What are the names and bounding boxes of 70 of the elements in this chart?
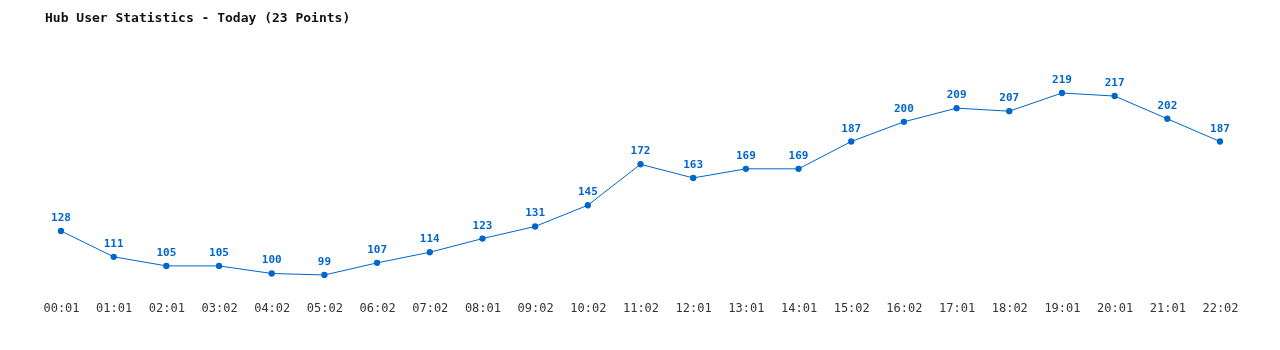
data-label: 187 [1210, 121, 1230, 135]
data-label: 107 [367, 242, 388, 256]
x-tick-label: 16:02 [886, 300, 923, 315]
point [795, 165, 802, 172]
point [479, 235, 486, 242]
point [742, 165, 750, 172]
data-label: 105 [156, 245, 177, 259]
x-tick-label: 06:02 [359, 300, 396, 315]
point [321, 271, 328, 279]
point [1111, 92, 1118, 100]
point [1216, 138, 1224, 145]
point [1164, 115, 1171, 122]
data-label: 207 [999, 91, 1020, 105]
data-label: 169 [788, 148, 809, 162]
point [1006, 108, 1013, 115]
point [848, 138, 855, 145]
x-tick-label: 05:02 [306, 300, 343, 315]
x-tick-label: 12:01 [675, 300, 712, 315]
x-tick-label: 14:01 [780, 300, 818, 315]
data-label: 200 [893, 101, 914, 115]
point [426, 249, 433, 256]
x-tick-label: 15:02 [833, 300, 870, 315]
data-label: 128 [51, 211, 71, 225]
point [690, 174, 697, 182]
x-tick-label: 03:02 [201, 300, 238, 315]
point [373, 259, 381, 267]
x-tick-label: 17:01 [939, 300, 976, 315]
data-label: 131 [525, 206, 546, 220]
x-tick-label: 20:01 [1097, 300, 1134, 315]
point [637, 161, 644, 168]
x-tick-label: 11:02 [622, 300, 660, 315]
point [268, 270, 275, 277]
data-label: 99 [317, 255, 332, 268]
data-label: 111 [103, 236, 124, 250]
point [57, 227, 65, 235]
point [215, 262, 223, 270]
data-label: 123 [472, 218, 493, 232]
point [953, 105, 960, 112]
x-tick-label: 02:01 [148, 300, 185, 315]
x-tick-label: 13:01 [728, 300, 765, 315]
x-tick-label: 10:02 [570, 300, 607, 315]
point [900, 118, 908, 125]
x-tick-label: 22:02 [1202, 300, 1239, 315]
data-label: 219 [1052, 73, 1072, 86]
x-tick-label: 00:01 [43, 300, 80, 315]
x-tick-label: 21:01 [1149, 300, 1186, 315]
x-tick-label: 01:01 [96, 300, 133, 315]
point [110, 253, 117, 260]
data-label: 100 [261, 253, 282, 267]
data-label: 169 [735, 148, 756, 162]
data-label: 209 [946, 88, 967, 102]
data-label: 145 [577, 185, 598, 199]
x-tick-label: 07:02 [412, 300, 449, 315]
data-label: 114 [419, 232, 441, 246]
data-label: 105 [209, 245, 229, 259]
x-tick-label: 09:02 [517, 300, 554, 315]
x-tick-label: 04:02 [254, 300, 291, 315]
point [584, 202, 591, 209]
chart-title: Hub User Statistics - Today (23 Points) [45, 10, 351, 25]
x-tick-label: 18:02 [991, 300, 1028, 315]
data-label: 202 [1157, 98, 1178, 112]
data-label: 172 [630, 144, 651, 158]
point [163, 262, 170, 270]
data-label: 217 [1104, 76, 1125, 90]
data-label: 187 [841, 121, 862, 135]
point [531, 223, 539, 230]
x-tick-label: 19:01 [1044, 300, 1081, 315]
point [1058, 89, 1066, 97]
x-tick-label: 08:01 [464, 300, 502, 315]
data-label: 163 [683, 157, 704, 171]
